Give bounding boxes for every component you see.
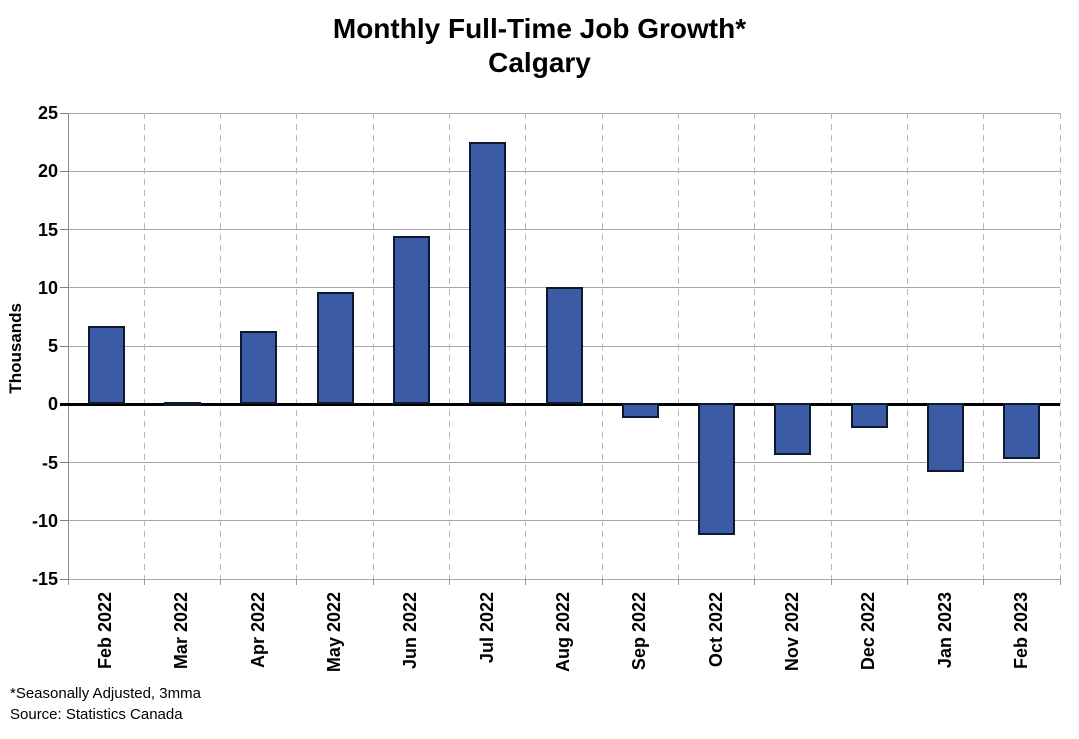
x-tick — [220, 579, 222, 585]
x-tick — [67, 579, 69, 585]
x-tick — [906, 579, 908, 585]
bar — [316, 292, 354, 405]
bar — [163, 401, 201, 406]
gridline-v — [906, 113, 908, 579]
y-tick — [60, 229, 68, 230]
footnote-source: Source: Statistics Canada — [10, 706, 183, 723]
zero-line — [68, 402, 1060, 406]
x-axis-label: Oct 2022 — [705, 592, 726, 668]
x-tick — [143, 579, 145, 585]
x-axis-label: May 2022 — [324, 592, 345, 673]
gridline-v — [525, 113, 527, 579]
y-tick — [60, 520, 68, 522]
x-axis-label: Mar 2022 — [171, 592, 192, 670]
gridline-v — [1059, 113, 1061, 579]
gridline-v — [754, 113, 756, 579]
y-axis-label: 0 — [47, 394, 58, 415]
bar — [927, 403, 965, 472]
y-axis-line — [68, 113, 69, 580]
x-axis-label: Apr 2022 — [247, 592, 268, 669]
x-tick — [1059, 579, 1061, 585]
chart-subtitle: Calgary — [488, 47, 591, 78]
x-axis-label: Sep 2022 — [629, 592, 650, 671]
gridline-v — [449, 113, 451, 579]
bar — [469, 142, 507, 405]
gridline-v — [601, 113, 603, 579]
x-tick — [601, 579, 603, 585]
gridline-h — [68, 229, 1060, 230]
y-axis-label: 20 — [37, 161, 58, 182]
y-axis-label: 25 — [37, 103, 58, 123]
gridline-h — [68, 520, 1060, 522]
gridline-h — [68, 112, 1060, 114]
y-axis-label: 5 — [47, 336, 58, 356]
gridline-h — [68, 170, 1060, 172]
bar — [774, 403, 812, 455]
y-tick — [60, 345, 68, 347]
y-axis-label: -10 — [31, 510, 58, 531]
bar — [621, 403, 659, 419]
x-axis-label: Jul 2022 — [476, 592, 497, 664]
x-tick — [525, 579, 527, 585]
gridline-v — [372, 113, 374, 579]
y-tick — [60, 287, 68, 289]
y-axis-label: 15 — [37, 219, 58, 240]
y-tick — [60, 402, 68, 406]
y-axis-label: -5 — [41, 452, 58, 473]
x-tick — [754, 579, 756, 585]
y-axis-label: -15 — [31, 569, 58, 589]
footnote-seasonal: *Seasonally Adjusted, 3mma — [10, 685, 201, 702]
gridline-h — [68, 462, 1060, 463]
bar — [240, 330, 278, 405]
gridline-v — [677, 113, 679, 579]
gridline-v — [830, 113, 832, 579]
bar — [392, 236, 430, 405]
gridline-v — [220, 113, 222, 579]
gridline-v — [983, 113, 985, 579]
x-axis-label: Feb 2023 — [1010, 592, 1031, 670]
x-axis-label: Feb 2022 — [95, 592, 116, 670]
x-tick — [372, 579, 374, 585]
x-tick — [983, 579, 985, 585]
y-tick — [60, 578, 68, 580]
x-tick — [677, 579, 679, 585]
x-tick — [296, 579, 298, 585]
x-axis-label: Dec 2022 — [858, 592, 879, 671]
bar — [698, 403, 736, 535]
gridline-h — [68, 578, 1060, 580]
bar — [545, 286, 583, 405]
y-axis-label: 10 — [37, 277, 58, 298]
gridline-v — [296, 113, 298, 579]
bar — [850, 403, 888, 428]
chart-title: Monthly Full-Time Job Growth* — [332, 13, 747, 44]
x-axis-label: Jan 2023 — [934, 592, 955, 669]
gridline-v — [143, 113, 145, 579]
bar — [1003, 403, 1041, 460]
y-tick — [60, 170, 68, 172]
x-axis-label: Aug 2022 — [553, 592, 573, 673]
x-axis-label: Nov 2022 — [781, 592, 802, 672]
footnote-block: *Seasonally Adjusted, 3mma Source: Stati… — [10, 683, 201, 725]
y-tick — [60, 112, 68, 114]
bar — [87, 326, 125, 405]
x-axis-label: Jun 2022 — [400, 592, 421, 670]
x-tick — [830, 579, 832, 585]
x-tick — [449, 579, 451, 585]
y-tick — [60, 462, 68, 463]
chart-title-block: Monthly Full-Time Job Growth* Calgary — [0, 12, 1079, 80]
